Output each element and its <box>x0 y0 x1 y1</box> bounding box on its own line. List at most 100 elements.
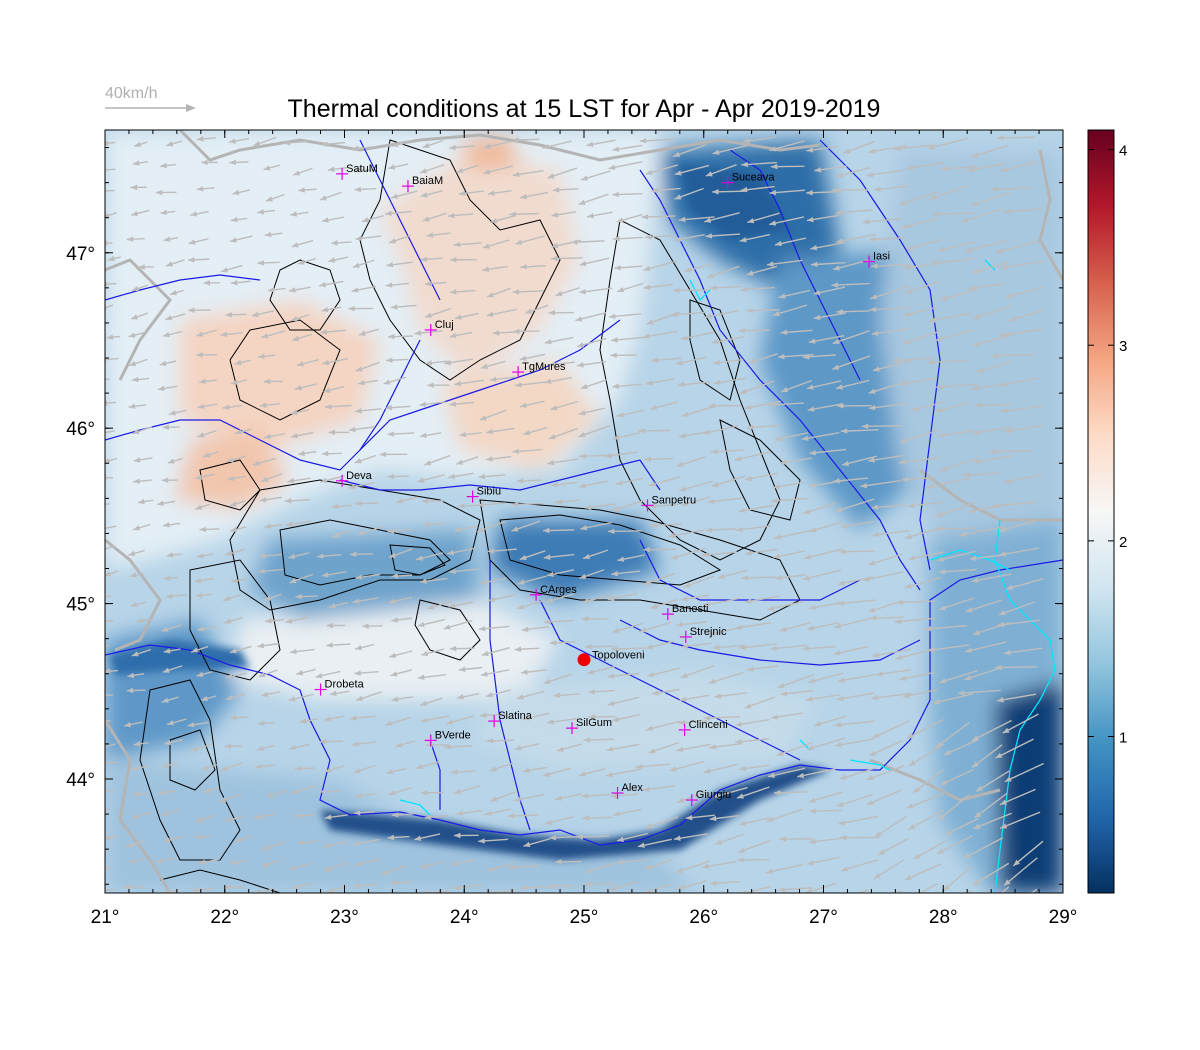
station-marker: Cluj <box>424 319 454 336</box>
wind-vector <box>705 233 741 239</box>
wind-vector <box>478 473 506 480</box>
wind-vector <box>492 330 517 336</box>
wind-vector <box>834 720 875 728</box>
wind-vector <box>975 770 1010 793</box>
wind-vector <box>614 264 643 271</box>
wind-vector <box>514 742 540 751</box>
wind-vector <box>131 284 149 292</box>
wind-vector <box>1004 424 1044 434</box>
wind-vector <box>105 545 115 550</box>
wind-vector <box>774 574 807 581</box>
wind-vector <box>974 792 1008 819</box>
wind-vector <box>230 526 247 533</box>
wind-vector <box>353 810 375 816</box>
wind-vector <box>714 692 748 699</box>
wind-vector <box>444 744 473 750</box>
wind-vector <box>991 352 1036 359</box>
wind-vector <box>837 599 876 606</box>
wind-vector <box>835 379 870 390</box>
wind-vector <box>353 882 378 889</box>
wind-vector <box>769 189 805 196</box>
wind-vector <box>486 308 518 317</box>
wind-vector <box>160 209 176 216</box>
wind-vector <box>456 164 479 174</box>
wind-vector <box>841 455 878 467</box>
wind-vector <box>642 785 676 792</box>
wind-vector <box>872 529 909 538</box>
wind-vector <box>606 743 640 752</box>
wind-vector <box>937 794 970 821</box>
wind-vector <box>738 327 770 334</box>
wind-vector <box>454 312 479 320</box>
station-marker: Alex <box>611 782 644 800</box>
wind-vector <box>387 834 410 841</box>
wind-vector <box>105 834 120 841</box>
wind-vector <box>708 403 742 409</box>
wind-vector <box>999 328 1043 338</box>
wind-vector <box>391 812 415 818</box>
wind-vector <box>202 451 219 458</box>
wind-vector <box>578 480 608 489</box>
station-label: Alex <box>622 782 644 794</box>
wind-vector <box>744 696 776 709</box>
wind-vector <box>481 646 510 657</box>
wind-vector <box>806 145 839 153</box>
wind-vector <box>285 616 310 624</box>
wind-vector <box>516 478 542 484</box>
wind-vector <box>810 241 846 251</box>
wind-vector <box>222 404 243 410</box>
lon-tick-label: 26° <box>689 907 718 928</box>
wind-vector <box>684 263 713 273</box>
lat-tick-label: 46° <box>66 419 95 440</box>
wind-vector <box>520 669 547 675</box>
wind-vector <box>289 648 315 655</box>
wind-vector <box>868 739 903 757</box>
wind-vector <box>478 625 510 632</box>
wind-vector <box>997 135 1036 141</box>
wind-vector <box>295 593 318 600</box>
wind-vector <box>810 261 846 268</box>
wind-vector <box>292 167 313 176</box>
wind-vector <box>133 457 153 463</box>
wind-vector <box>584 503 616 510</box>
wind-vector <box>105 888 115 892</box>
wind-vector <box>515 235 545 245</box>
wind-vector <box>571 239 605 245</box>
wind-vector <box>223 594 242 602</box>
wind-vector <box>197 430 217 438</box>
wind-vector <box>913 840 946 860</box>
wind-vector <box>256 887 276 893</box>
wind-vector <box>261 691 281 698</box>
wind-vector <box>578 193 609 206</box>
wind-vector <box>133 141 148 147</box>
wind-vector <box>673 833 709 841</box>
wind-vector <box>391 617 413 623</box>
station-marker: Slatina <box>488 710 533 728</box>
wind-vector <box>643 573 675 586</box>
wind-vector <box>867 553 903 566</box>
wind-vector <box>674 233 705 242</box>
wind-vector <box>258 568 283 574</box>
wind-vector <box>226 455 246 463</box>
wind-vector <box>774 432 808 442</box>
wind-vector <box>133 791 148 797</box>
wind-vector <box>861 423 903 429</box>
wind-vector <box>137 498 154 505</box>
wind-vector <box>358 328 379 336</box>
wind-vector <box>713 377 746 386</box>
wind-vector <box>904 863 942 881</box>
wind-vector <box>511 501 543 507</box>
wind-vector <box>641 214 676 220</box>
wind-vector <box>297 839 318 846</box>
wind-vector <box>806 856 840 866</box>
wind-vector <box>612 144 643 152</box>
wind-vector <box>105 866 112 870</box>
wind-vector <box>673 287 710 294</box>
wind-vector <box>420 190 443 198</box>
wind-vector <box>651 357 682 363</box>
wind-vector <box>105 378 110 380</box>
wind-vector <box>267 287 286 293</box>
wind-vector <box>263 593 282 601</box>
wind-vector <box>609 880 638 891</box>
wind-vector <box>701 551 738 558</box>
